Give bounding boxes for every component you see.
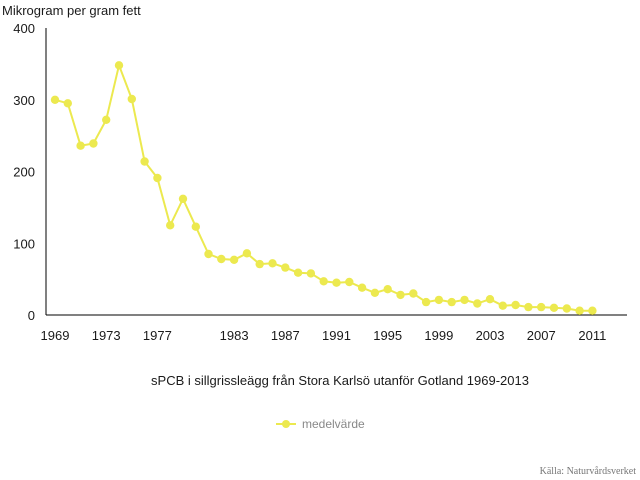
data-point	[153, 173, 162, 183]
data-point	[485, 295, 495, 304]
data-point	[268, 259, 277, 268]
data-point	[89, 139, 98, 148]
data-point	[204, 249, 213, 259]
data-point	[140, 157, 149, 166]
legend: medelvärde	[276, 417, 365, 431]
y-tick-label: 0	[28, 308, 35, 323]
x-tick-label: 1999	[424, 328, 453, 343]
data-point	[102, 115, 111, 125]
data-point	[76, 141, 85, 150]
data-point	[178, 194, 188, 203]
data-point	[229, 255, 239, 264]
x-tick-label: 2011	[578, 328, 606, 343]
data-point	[588, 306, 597, 315]
data-point	[293, 268, 303, 277]
data-point	[281, 263, 290, 272]
x-tick-label: 1991	[322, 328, 351, 343]
source-credit: Källa: Naturvårdsverket	[540, 466, 637, 477]
data-point	[460, 295, 469, 305]
data-point	[562, 304, 571, 313]
data-point	[434, 295, 444, 305]
y-axis-label: Mikrogram per gram fett	[2, 3, 141, 18]
data-point	[383, 285, 392, 294]
data-point	[63, 99, 72, 108]
data-point	[332, 278, 341, 287]
data-point	[447, 297, 456, 307]
x-tick-label: 1995	[373, 328, 402, 343]
series-line-medelvarde	[54, 61, 593, 312]
data-point	[242, 249, 252, 258]
data-point	[114, 61, 124, 70]
data-point	[549, 303, 559, 312]
x-tick-label: 1987	[271, 328, 300, 343]
x-tick-label: 2007	[527, 328, 556, 343]
legend-label: medelvärde	[302, 417, 365, 431]
x-tick-label: 1983	[220, 328, 249, 343]
data-point	[396, 290, 405, 300]
y-tick-labels: 0 100 200 300 400	[13, 21, 35, 323]
data-point	[319, 277, 328, 286]
data-point	[524, 302, 533, 312]
data-point	[166, 221, 175, 230]
data-point	[421, 297, 431, 307]
data-point	[217, 254, 226, 264]
y-tick-label: 300	[13, 93, 35, 108]
data-point	[370, 288, 380, 297]
data-point	[498, 301, 507, 310]
x-tick-label: 2003	[476, 328, 505, 343]
data-point	[409, 289, 418, 298]
data-point	[255, 259, 264, 269]
data-point	[357, 283, 367, 292]
y-tick-label: 400	[13, 21, 35, 36]
data-point	[575, 306, 584, 315]
y-tick-label: 100	[13, 236, 35, 251]
chart-title: sPCB i sillgrissleägg från Stora Karlsö …	[151, 373, 529, 388]
series-points	[50, 61, 597, 315]
x-tick-label: 1973	[92, 328, 121, 343]
y-tick-label: 200	[13, 165, 35, 180]
data-point	[345, 277, 354, 287]
x-tick-label: 1977	[143, 328, 172, 343]
data-point	[127, 94, 136, 104]
x-tick-label: 1969	[41, 328, 70, 343]
data-point	[537, 302, 546, 312]
data-point	[191, 222, 200, 231]
data-point	[306, 269, 316, 278]
x-tick-labels: 1969 1973 1977 1983 1987 1991 1995 1999 2003 2007…	[41, 328, 607, 343]
data-point	[50, 95, 60, 105]
legend-marker	[282, 420, 290, 428]
data-point	[473, 299, 482, 308]
data-point	[511, 300, 520, 310]
